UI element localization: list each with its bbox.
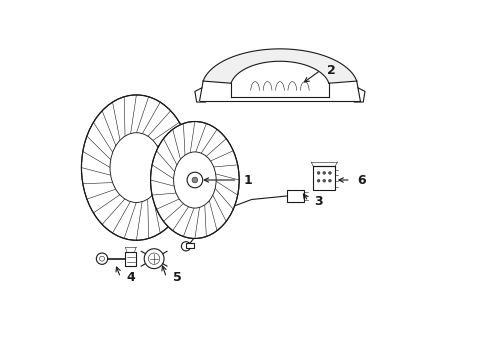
Bar xyxy=(125,252,136,266)
Circle shape xyxy=(187,172,202,188)
Circle shape xyxy=(100,256,104,261)
Ellipse shape xyxy=(173,152,216,208)
Circle shape xyxy=(322,171,325,174)
Text: 1: 1 xyxy=(243,174,252,186)
Circle shape xyxy=(317,179,319,182)
Ellipse shape xyxy=(81,95,191,240)
Circle shape xyxy=(168,153,173,157)
Ellipse shape xyxy=(164,172,177,180)
Circle shape xyxy=(328,179,331,182)
Circle shape xyxy=(328,171,331,174)
Bar xyxy=(185,243,193,248)
Ellipse shape xyxy=(150,122,239,238)
Text: 5: 5 xyxy=(172,271,181,284)
Circle shape xyxy=(168,174,173,179)
Text: 3: 3 xyxy=(314,195,323,208)
Circle shape xyxy=(192,177,197,183)
Bar xyxy=(313,166,335,190)
Text: 2: 2 xyxy=(326,64,335,77)
Polygon shape xyxy=(203,49,356,83)
Text: 4: 4 xyxy=(126,271,135,284)
Circle shape xyxy=(322,179,325,182)
Circle shape xyxy=(317,171,319,174)
Ellipse shape xyxy=(110,133,163,202)
Circle shape xyxy=(181,242,190,251)
Ellipse shape xyxy=(164,151,177,159)
Text: 6: 6 xyxy=(356,174,365,186)
Bar xyxy=(287,190,304,202)
Circle shape xyxy=(144,249,163,269)
Polygon shape xyxy=(163,146,183,199)
Circle shape xyxy=(96,253,107,264)
